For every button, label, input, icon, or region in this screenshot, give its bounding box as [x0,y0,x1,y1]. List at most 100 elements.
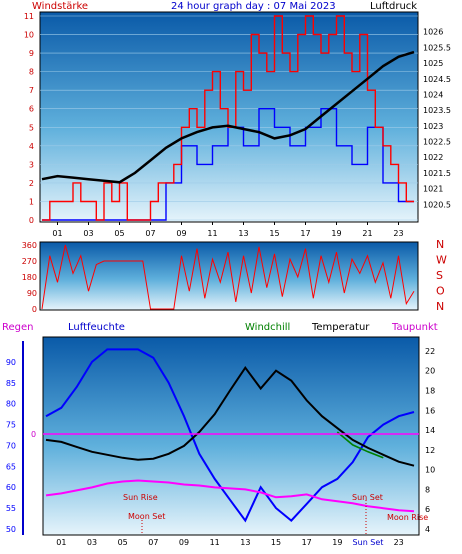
direction-tick-label: 180 [22,273,37,282]
rain-zero-tick: 0 [31,430,36,439]
time-tick-label: 11 [210,538,220,547]
time-tick-label: 03 [83,229,93,238]
time-tick-label: 05 [114,229,124,238]
windspeed-tick-label: 6 [29,105,34,114]
temp-humidity-chart: Regen Luftfeuchte Windchill Temperatur T… [2,322,438,547]
compass-label: N [436,300,444,313]
humidity-tick-label: 60 [6,483,16,492]
pressure-tick-label: 1023.5 [423,106,451,115]
windspeed-tick-label: 0 [29,216,34,225]
time-tick-label: 17 [300,229,310,238]
pressure-tick-label: 1024.5 [423,75,451,84]
humidity-tick-label: 65 [6,462,16,471]
legend-temperature: Temperatur [311,322,370,333]
compass-label: O [436,285,445,298]
pressure-tick-label: 1020.5 [423,200,451,209]
temperature-tick-label: 16 [425,406,435,415]
windchill-series-line [336,431,384,459]
direction-tick-label: 90 [27,289,37,298]
time-tick-label: 09 [179,538,189,547]
windspeed-tick-label: 2 [29,179,34,188]
direction-tick-label: 0 [32,305,37,314]
windspeed-tick-label: 5 [29,123,34,132]
windspeed-tick-label: 7 [29,86,34,95]
humidity-tick-label: 50 [6,525,16,534]
time-tick-label: 15 [271,538,281,547]
pressure-tick-label: 1026 [423,28,443,37]
pressure-tick-label: 1021 [423,185,443,194]
time-tick-label: Sun Set [353,538,384,547]
temperature-tick-label: 18 [425,386,435,395]
temperature-tick-label: 8 [425,485,430,494]
temperature-series-line [45,365,415,467]
compass-label: S [436,269,443,282]
windspeed-tick-label: 9 [29,49,34,58]
moon-rise-label: Moon Rise [387,513,428,522]
legend-windchill: Windchill [245,322,290,333]
windspeed-tick-label: 11 [24,12,34,21]
sun-set-label: Sun Set [352,493,383,502]
legend-dewpoint: Taupunkt [391,322,438,333]
moon-set-label: Moon Set [128,512,165,521]
time-tick-label: 13 [238,229,248,238]
direction-tick-label: 360 [22,241,37,250]
humidity-tick-label: 70 [6,441,16,450]
compass-label: W [436,254,447,267]
wind-pressure-plot-area [39,11,419,223]
humidity-tick-label: 55 [6,504,16,513]
pressure-tick-label: 1025 [423,59,443,68]
time-tick-label: 23 [394,538,404,547]
temperature-tick-label: 6 [425,505,430,514]
humidity-axis-label: Luftfeuchte [68,322,125,333]
temperature-tick-label: 22 [425,347,435,356]
temperature-tick-label: 4 [425,525,430,534]
pressure-tick-label: 1022.5 [423,138,451,147]
humidity-tick-label: 75 [6,421,16,430]
compass-label: N [436,238,444,251]
pressure-series-line [41,50,415,184]
dewpoint-series-line [45,479,415,513]
time-tick-label: 01 [52,229,62,238]
humidity-tick-label: 80 [6,400,16,409]
humidity-tick-label: 90 [6,358,16,367]
pressure-axis-label: Luftdruck [370,1,417,12]
pressure-tick-label: 1021.5 [423,169,451,178]
pressure-tick-label: 1025.5 [423,43,451,52]
time-tick-label: 17 [302,538,312,547]
time-tick-label: 09 [176,229,186,238]
windspeed-tick-label: 8 [29,68,34,77]
direction-tick-label: 270 [22,257,37,266]
windspeed-tick-label: 3 [29,160,34,169]
windspeed-axis-label: Windstärke [32,1,88,12]
wind-direction-plot-area [39,241,419,311]
temperature-tick-label: 14 [425,426,435,435]
time-tick-label: 07 [145,229,155,238]
time-tick-label: 21 [362,229,372,238]
rain-axis-label: Regen [2,322,34,333]
windspeed-tick-label: 4 [29,142,34,151]
time-tick-label: 01 [56,538,66,547]
pressure-tick-label: 1023 [423,122,443,131]
temperature-tick-label: 12 [425,446,435,455]
wind-direction-series-line [41,244,415,310]
time-tick-label: 13 [240,538,250,547]
windspeed-tick-label: 10 [24,31,34,40]
wind-pressure-chart: Windstärke 24 hour graph day : 07 Mai 20… [24,1,451,238]
time-tick-label: 23 [393,229,403,238]
humidity-tick-label: 85 [6,379,16,388]
pressure-tick-label: 1022 [423,153,443,162]
time-tick-label: 19 [332,538,342,547]
time-tick-label: 07 [148,538,158,547]
humidity-series-line [45,348,415,523]
sun-rise-label: Sun Rise [123,493,158,502]
time-tick-label: 15 [269,229,279,238]
wind-chart-title: 24 hour graph day : 07 Mai 2023 [171,1,336,12]
time-tick-label: 05 [118,538,128,547]
time-tick-label: 19 [331,229,341,238]
time-tick-label: 11 [207,229,217,238]
time-tick-label: 03 [87,538,97,547]
temperature-tick-label: 20 [425,367,435,376]
